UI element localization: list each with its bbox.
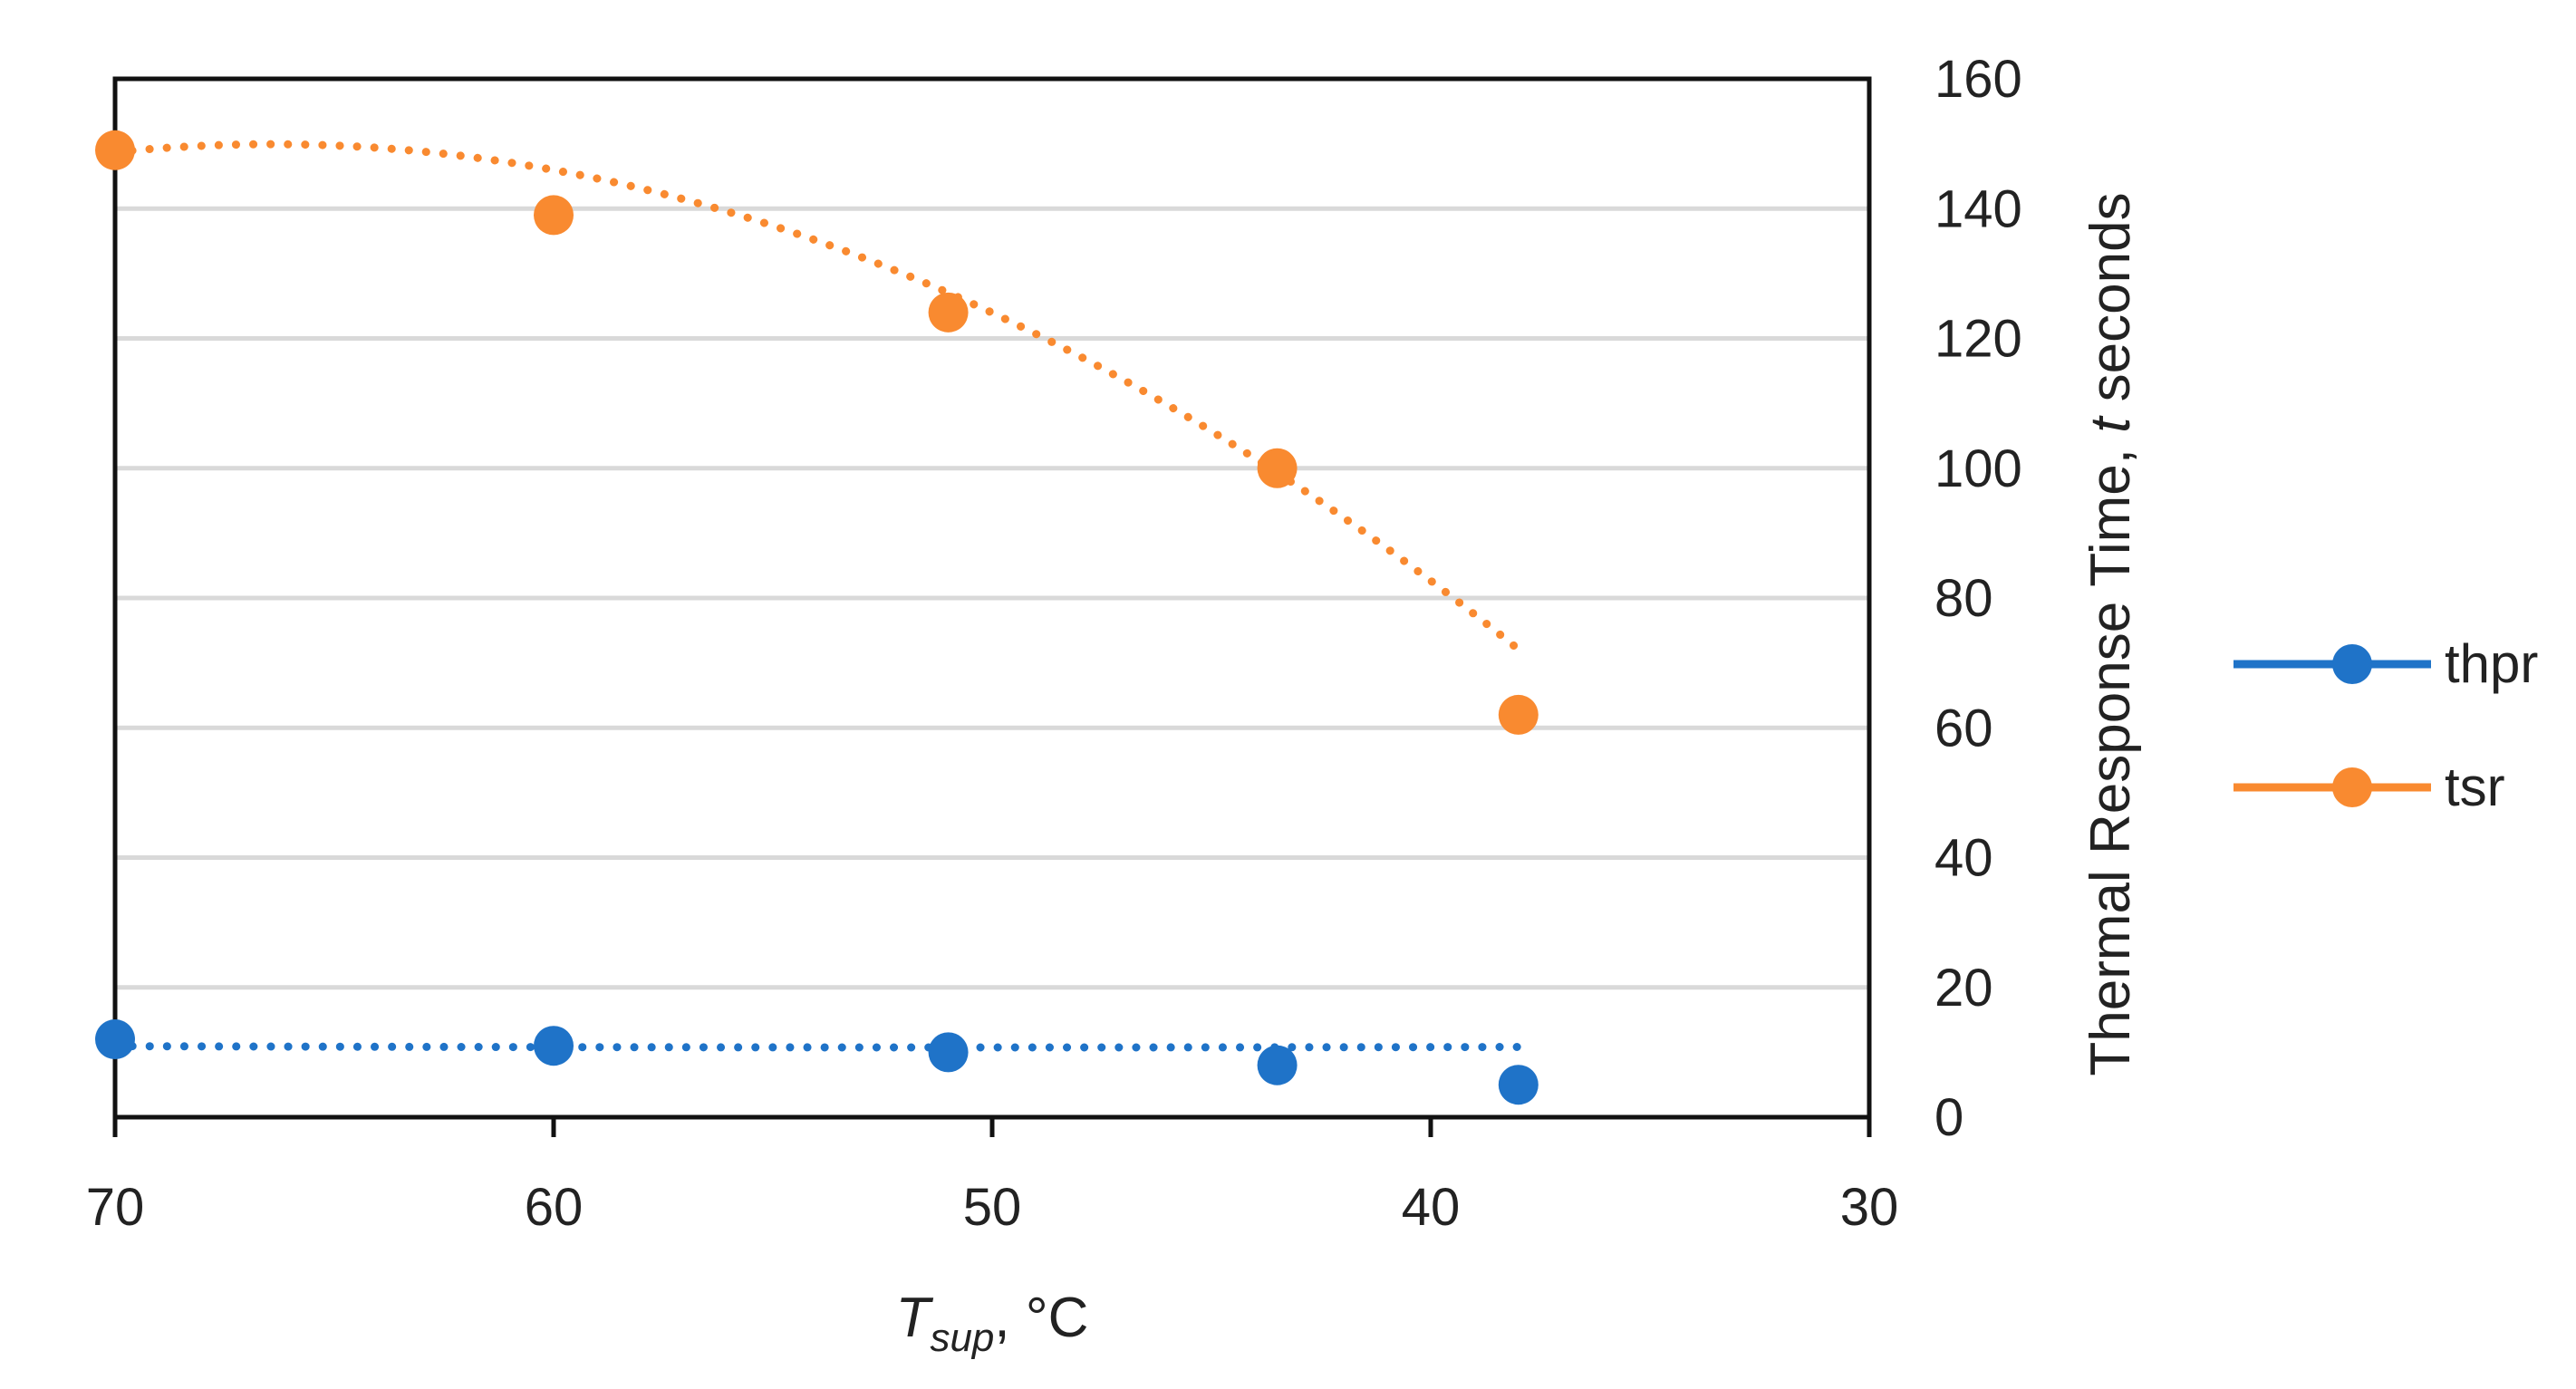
marker-tsr-0	[95, 130, 135, 170]
y-tick-label-20: 20	[1934, 959, 1993, 1018]
marker-tsr-1	[534, 195, 574, 236]
x-tick-label-30: 30	[1840, 1178, 1899, 1237]
y-axis-ticks: 0 20 40 60 80 100 120 140 160	[1934, 50, 2022, 1147]
x-tick-label-50: 50	[963, 1178, 1022, 1237]
x-axis-title-main: T	[896, 1287, 934, 1349]
x-axis-ticks: 70 60 50 40 30	[86, 1117, 1899, 1237]
y-tick-label-80: 80	[1934, 569, 1993, 628]
x-axis-title: Tsup, °C	[896, 1287, 1089, 1360]
marker-thpr-3	[1257, 1045, 1298, 1085]
legend-label-thpr: thpr	[2445, 633, 2538, 694]
y-tick-label-160: 160	[1934, 50, 2022, 109]
y-tick-label-120: 120	[1934, 310, 2022, 369]
legend-marker-thpr	[2332, 644, 2372, 684]
x-axis-title-sub: sup	[930, 1316, 994, 1360]
legend: thpr tsr	[2233, 633, 2538, 817]
marker-thpr-4	[1498, 1065, 1539, 1105]
y-tick-label-40: 40	[1934, 829, 1993, 888]
y-tick-label-100: 100	[1934, 439, 2022, 498]
gridlines	[115, 206, 1869, 990]
x-axis-title-unit: , °C	[994, 1287, 1088, 1349]
legend-marker-tsr	[2332, 767, 2372, 807]
x-tick-label-70: 70	[86, 1178, 145, 1237]
data-markers	[95, 130, 1539, 1105]
marker-tsr-2	[928, 292, 969, 333]
y-tick-label-60: 60	[1934, 699, 1993, 757]
y-tick-label-140: 140	[1934, 179, 2022, 238]
y-tick-label-0: 0	[1934, 1088, 1963, 1147]
x-tick-label-40: 40	[1402, 1178, 1461, 1237]
marker-tsr-3	[1257, 448, 1298, 488]
marker-thpr-1	[534, 1026, 574, 1066]
y-axis-title-unit: seconds	[2079, 192, 2142, 417]
marker-tsr-4	[1498, 694, 1539, 735]
trendlines	[111, 140, 1523, 1052]
y-axis-title-main: Thermal Response Time,	[2079, 433, 2142, 1076]
marker-thpr-2	[928, 1032, 969, 1073]
trendline-tsr	[111, 140, 1523, 654]
marker-thpr-0	[95, 1019, 135, 1060]
y-axis-title-var: t	[2079, 415, 2142, 433]
y-axis-title: Thermal Response Time, t seconds	[2079, 192, 2142, 1076]
legend-label-tsr: tsr	[2445, 757, 2505, 817]
x-tick-label-60: 60	[525, 1178, 584, 1237]
